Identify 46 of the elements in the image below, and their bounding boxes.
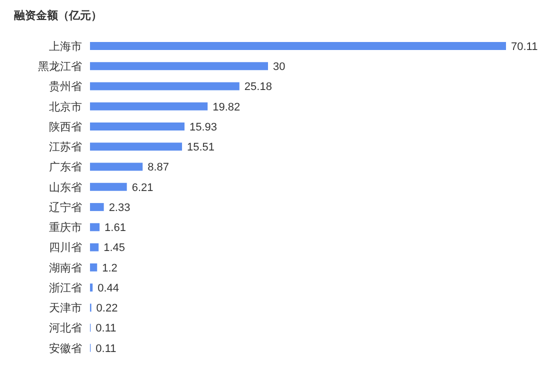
bar (90, 102, 208, 110)
y-tick-label: 上海市 (49, 40, 82, 53)
data-label: 70.11 (511, 40, 538, 53)
y-tick-label: 河北省 (49, 322, 82, 335)
bar (90, 182, 127, 191)
bar (90, 162, 143, 171)
data-label: 1.45 (104, 242, 126, 254)
data-label: 25.18 (244, 81, 272, 94)
data-label: 1.61 (104, 222, 126, 234)
y-tick-label: 贵州省 (49, 80, 82, 94)
y-tick-label: 广东省 (49, 160, 82, 174)
bar (90, 122, 185, 131)
data-label: 1.2 (102, 262, 118, 274)
y-tick-label: 陕西省 (49, 120, 82, 134)
data-label: 6.21 (132, 182, 154, 194)
bar (90, 223, 100, 232)
data-label: 0.11 (96, 322, 116, 335)
bar (90, 42, 506, 50)
y-tick-label: 安徽省 (49, 342, 82, 355)
data-label: 8.87 (148, 162, 170, 174)
y-tick-label: 四川省 (49, 241, 82, 254)
y-tick-label: 浙江省 (49, 281, 82, 294)
bar (90, 263, 98, 272)
y-tick-label: 黑龙江省 (38, 60, 82, 74)
bar (90, 142, 182, 151)
y-tick-label: 重庆市 (49, 221, 82, 234)
bar (90, 284, 93, 292)
data-label: 15.51 (187, 142, 215, 154)
chart-title: 融资金额（亿元） (14, 8, 102, 23)
y-tick-label: 辽宁省 (49, 200, 82, 214)
data-label: 15.93 (190, 121, 218, 134)
data-label: 0.44 (98, 282, 120, 294)
y-tick-label: 北京市 (49, 100, 82, 114)
bar (90, 203, 104, 212)
y-tick-label: 山东省 (49, 180, 82, 194)
y-tick-label: 江苏省 (49, 140, 82, 154)
data-label: 0.11 (96, 342, 116, 355)
bar (90, 82, 240, 90)
y-tick-label: 湖南省 (49, 261, 82, 274)
data-label: 0.22 (96, 302, 118, 315)
data-label: 19.82 (212, 101, 240, 114)
data-label: 30 (273, 61, 286, 74)
y-tick-label: 天津市 (49, 302, 82, 315)
bar (90, 243, 99, 252)
data-label: 2.33 (108, 202, 130, 214)
bar (90, 62, 268, 70)
